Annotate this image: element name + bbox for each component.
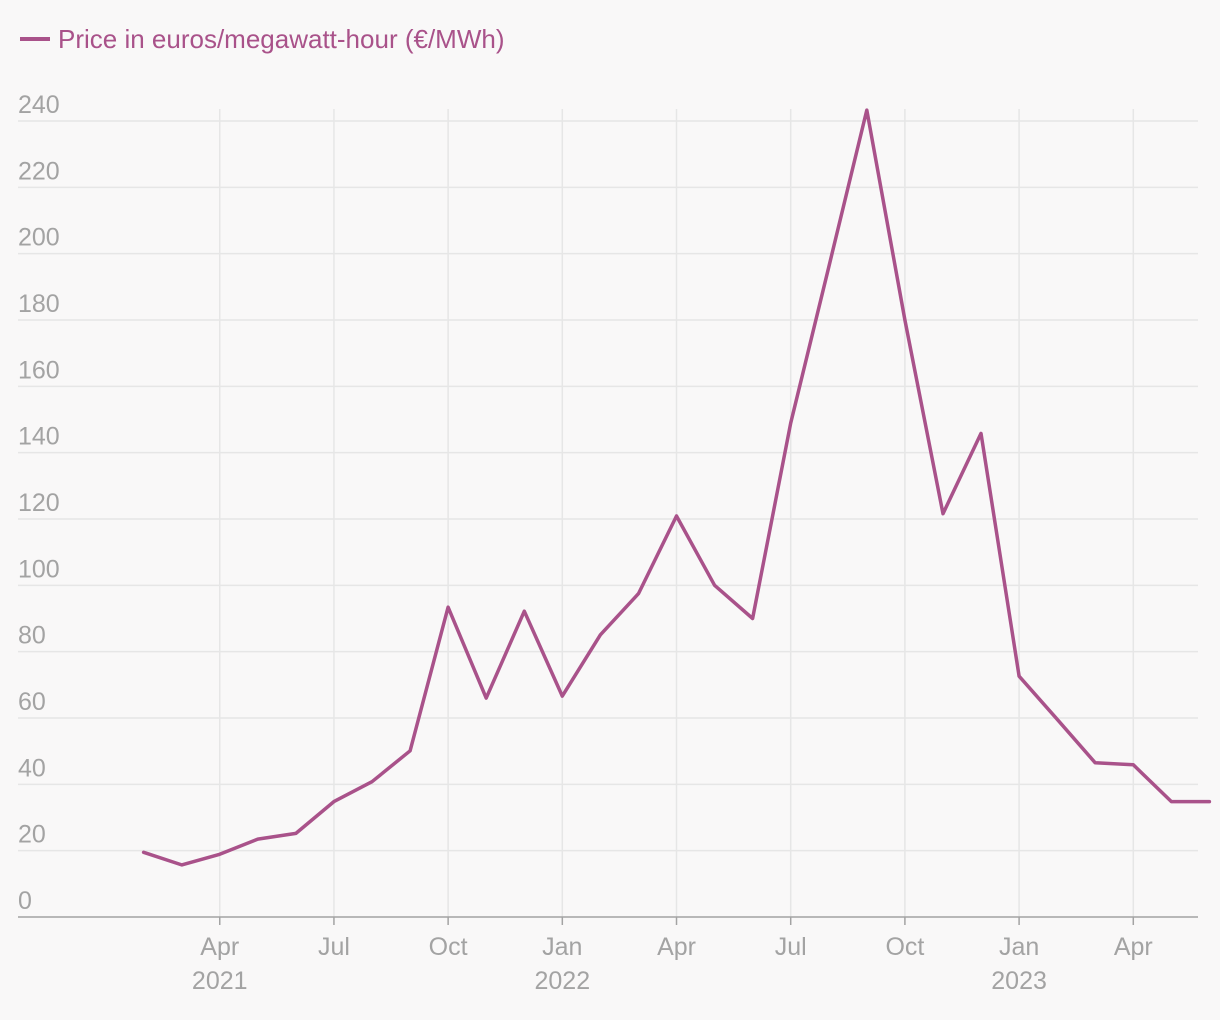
price-series-line xyxy=(141,108,1212,867)
x-year-label: 2023 xyxy=(991,967,1047,995)
y-tick-label: 200 xyxy=(18,224,60,252)
x-tick-label: Jul xyxy=(318,933,350,961)
y-tick-label: 140 xyxy=(18,423,60,451)
x-tick-label: Apr xyxy=(657,933,696,961)
y-tick-label: 100 xyxy=(18,555,60,583)
y-tick-label: 240 xyxy=(18,91,60,119)
x-tick-label: Jan xyxy=(542,933,582,961)
x-year-label: 2021 xyxy=(192,967,248,995)
legend-label: Price in euros/megawatt-hour (€/MWh) xyxy=(58,24,504,54)
y-tick-label: 20 xyxy=(18,821,46,849)
series xyxy=(141,108,1212,867)
x-tick-label: Apr xyxy=(200,933,239,961)
x-tick-label: Apr xyxy=(1114,933,1153,961)
x-tick-label: Oct xyxy=(885,933,924,961)
x-tick-label: Oct xyxy=(429,933,468,961)
y-tick-label: 80 xyxy=(18,622,46,650)
y-tick-label: 180 xyxy=(18,290,60,318)
y-tick-label: 120 xyxy=(18,489,60,517)
y-tick-label: 60 xyxy=(18,688,46,716)
y-axis-ticks: 0 20 40 60 80 100 120 140 160 180 200 220 240 xyxy=(18,91,60,915)
y-tick-label: 40 xyxy=(18,754,46,782)
y-tick-label: 220 xyxy=(18,157,60,185)
x-tick-label: Jan xyxy=(999,933,1039,961)
x-axis-ticks: Apr Jul Oct Jan Apr Jul Oct Jan Apr 2021 2022 2023 xyxy=(192,917,1153,995)
y-tick-label: 160 xyxy=(18,356,60,384)
x-tick-label: Jul xyxy=(775,933,807,961)
y-tick-label: 0 xyxy=(18,887,32,915)
x-year-label: 2022 xyxy=(535,967,591,995)
grid xyxy=(18,109,1198,917)
legend: Price in euros/megawatt-hour (€/MWh) xyxy=(20,24,504,54)
